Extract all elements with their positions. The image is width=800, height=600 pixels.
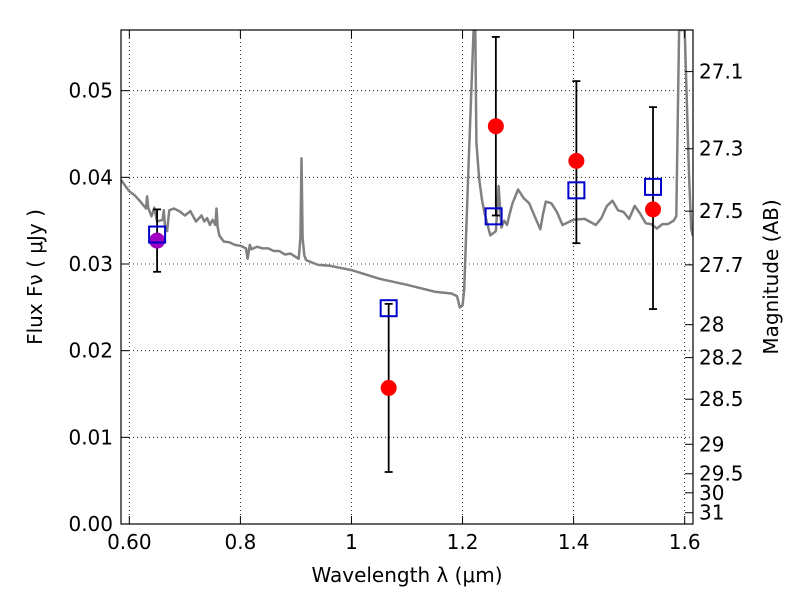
y-axis-label: Flux Fν ( μJy )	[23, 209, 47, 345]
plot-background	[121, 30, 693, 524]
photometry-point	[568, 152, 585, 169]
data-markers	[148, 118, 663, 396]
x-tick-label: 0.8	[224, 530, 256, 554]
y-tick-label: 0.03	[68, 252, 113, 276]
right-tick-label: 27.5	[699, 199, 744, 223]
model-point	[379, 299, 398, 318]
right-axis-label: Magnitude (AB)	[759, 199, 783, 354]
model-point	[484, 207, 503, 226]
y-tick-label: 0.00	[68, 512, 113, 536]
x-axis-ticks: 0.60 0.8 1 1.2 1.4 1.6	[107, 30, 701, 554]
x-tick-label: 0.60	[107, 530, 152, 554]
y-tick-label: 0.04	[68, 165, 113, 189]
right-tick-label: 27.7	[699, 253, 744, 277]
y-axis-ticks: 0.00 0.01 0.02 0.03 0.04 0.05	[68, 79, 129, 536]
right-tick-label: 30	[699, 481, 724, 505]
y-tick-label: 0.01	[68, 425, 113, 449]
right-tick-label: 27.3	[699, 137, 744, 161]
right-tick-label: 28	[699, 313, 724, 337]
model-point	[644, 177, 663, 196]
model-point	[567, 181, 586, 200]
photometry-point	[149, 232, 166, 249]
right-tick-label: 29	[699, 432, 724, 456]
photometry-point	[487, 118, 504, 135]
right-tick-label: 28.2	[699, 346, 744, 370]
x-tick-label: 1	[345, 530, 358, 554]
right-tick-label: 28.5	[699, 387, 744, 411]
x-tick-label: 1.6	[669, 530, 701, 554]
x-tick-label: 1.4	[558, 530, 590, 554]
x-axis-label: Wavelength λ (μm)	[311, 563, 502, 587]
photometry-point	[645, 201, 662, 218]
right-tick-label: 29.5	[699, 462, 744, 486]
y-tick-label: 0.05	[68, 79, 113, 103]
y-tick-label: 0.02	[68, 339, 113, 363]
right-tick-label: 31	[699, 501, 724, 525]
x-tick-label: 1.2	[447, 530, 479, 554]
plot-frame	[120, 29, 694, 525]
right-tick-label: 27.1	[699, 60, 744, 84]
model-point	[148, 225, 167, 244]
photometry-point	[380, 379, 397, 396]
spectrum-line	[121, 30, 693, 309]
model-spectrum	[121, 30, 693, 309]
